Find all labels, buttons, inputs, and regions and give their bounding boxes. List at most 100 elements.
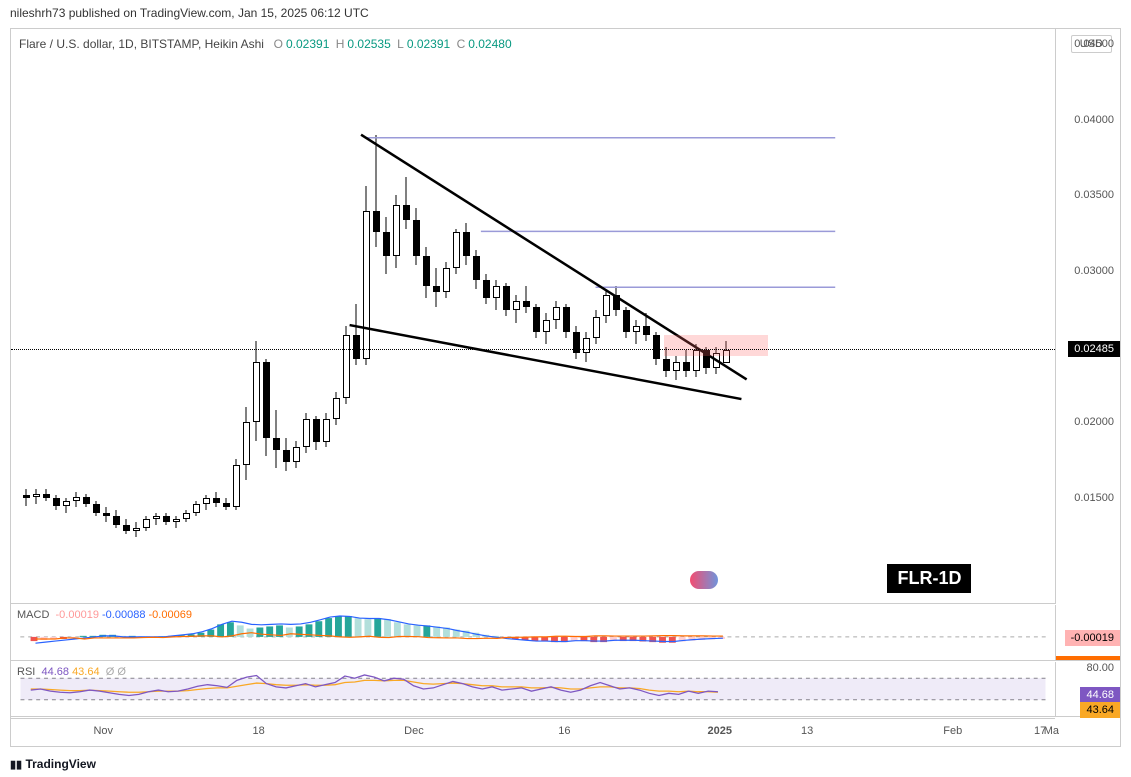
candle bbox=[503, 29, 510, 604]
macd-panel[interactable]: MACD -0.00019 -0.00088 -0.00069 bbox=[11, 605, 1055, 661]
candle bbox=[433, 29, 440, 604]
candle bbox=[493, 29, 500, 604]
candle bbox=[453, 29, 460, 604]
macd-value-tag: -0.00019 bbox=[1065, 630, 1120, 646]
candle bbox=[203, 29, 210, 604]
candle bbox=[603, 29, 610, 604]
rsi-scale-80: 80.00 bbox=[1086, 662, 1114, 674]
candle bbox=[693, 29, 700, 604]
candle bbox=[373, 29, 380, 604]
candle bbox=[613, 29, 620, 604]
x-label-extra: Ma bbox=[1044, 725, 1059, 737]
candle bbox=[143, 29, 150, 604]
rsi-panel[interactable]: RSI 44.68 43.64 Ø Ø bbox=[11, 662, 1055, 717]
candle bbox=[303, 29, 310, 604]
candle bbox=[33, 29, 40, 604]
candle bbox=[553, 29, 560, 604]
candle bbox=[273, 29, 280, 604]
candle bbox=[153, 29, 160, 604]
time-axis[interactable]: Nov18Dec16202513Feb17 Ma bbox=[11, 718, 1055, 746]
candle bbox=[113, 29, 120, 604]
y-tick: 0.04500 bbox=[1074, 38, 1114, 50]
candle bbox=[43, 29, 50, 604]
candle bbox=[293, 29, 300, 604]
y-tick: 0.03000 bbox=[1074, 265, 1114, 277]
candle bbox=[653, 29, 660, 604]
x-tick: 2025 bbox=[708, 725, 732, 737]
candle bbox=[193, 29, 200, 604]
candle bbox=[363, 29, 370, 604]
candle bbox=[533, 29, 540, 604]
candle bbox=[243, 29, 250, 604]
publish-line: nileshrh73 published on TradingView.com,… bbox=[10, 6, 369, 20]
candle bbox=[133, 29, 140, 604]
candle bbox=[253, 29, 260, 604]
candle bbox=[463, 29, 470, 604]
price-panel[interactable]: Flare / U.S. dollar, 1D, BITSTAMP, Heiki… bbox=[11, 29, 1055, 604]
y-tick: 0.02000 bbox=[1074, 416, 1114, 428]
candle bbox=[593, 29, 600, 604]
candle bbox=[723, 29, 730, 604]
candle bbox=[443, 29, 450, 604]
candle bbox=[393, 29, 400, 604]
current-price-tag: 0.02485 bbox=[1068, 341, 1120, 357]
candle bbox=[623, 29, 630, 604]
ticker-badge: FLR-1D bbox=[887, 564, 971, 593]
candle bbox=[103, 29, 110, 604]
candle bbox=[353, 29, 360, 604]
candle bbox=[703, 29, 710, 604]
y-tick: 0.04000 bbox=[1074, 114, 1114, 126]
candle bbox=[53, 29, 60, 604]
candle bbox=[93, 29, 100, 604]
x-tick: 16 bbox=[558, 725, 570, 737]
candle bbox=[583, 29, 590, 604]
y-tick: 0.01500 bbox=[1074, 492, 1114, 504]
candle bbox=[183, 29, 190, 604]
watermark-icon bbox=[690, 571, 718, 589]
candle bbox=[473, 29, 480, 604]
rsi-title: RSI 44.68 43.64 Ø Ø bbox=[17, 666, 126, 678]
candle bbox=[483, 29, 490, 604]
candle bbox=[403, 29, 410, 604]
x-tick: 13 bbox=[801, 725, 813, 737]
candle bbox=[643, 29, 650, 604]
x-tick: Dec bbox=[404, 725, 424, 737]
candle bbox=[633, 29, 640, 604]
supply-zone bbox=[664, 335, 768, 356]
candle bbox=[163, 29, 170, 604]
candlestick-layer bbox=[11, 29, 1055, 603]
candle bbox=[123, 29, 130, 604]
candle bbox=[233, 29, 240, 604]
candle bbox=[333, 29, 340, 604]
candle bbox=[83, 29, 90, 604]
current-price-line bbox=[11, 349, 1055, 350]
candle bbox=[223, 29, 230, 604]
candle bbox=[523, 29, 530, 604]
candle bbox=[313, 29, 320, 604]
candle bbox=[173, 29, 180, 604]
candle bbox=[663, 29, 670, 604]
rsi-y-axis: 80.00 44.68 43.64 bbox=[1055, 662, 1120, 717]
candle bbox=[683, 29, 690, 604]
candle bbox=[323, 29, 330, 604]
candle bbox=[23, 29, 30, 604]
price-y-axis[interactable]: USD 0.045000.040000.035000.030000.025000… bbox=[1055, 29, 1120, 604]
candle bbox=[413, 29, 420, 604]
candle bbox=[263, 29, 270, 604]
candle bbox=[713, 29, 720, 604]
candle bbox=[673, 29, 680, 604]
candle bbox=[573, 29, 580, 604]
candle bbox=[343, 29, 350, 604]
chart-container: Flare / U.S. dollar, 1D, BITSTAMP, Heiki… bbox=[10, 28, 1121, 747]
tradingview-logo[interactable]: ▮▮ TradingView bbox=[10, 757, 96, 771]
candle bbox=[63, 29, 70, 604]
macd-y-axis: -0.00019 bbox=[1055, 605, 1120, 661]
rsi-plot bbox=[11, 662, 1055, 716]
candle bbox=[283, 29, 290, 604]
candle bbox=[423, 29, 430, 604]
candle bbox=[73, 29, 80, 604]
y-tick: 0.03500 bbox=[1074, 189, 1114, 201]
x-tick: Feb bbox=[943, 725, 962, 737]
candle bbox=[563, 29, 570, 604]
x-tick: Nov bbox=[93, 725, 113, 737]
